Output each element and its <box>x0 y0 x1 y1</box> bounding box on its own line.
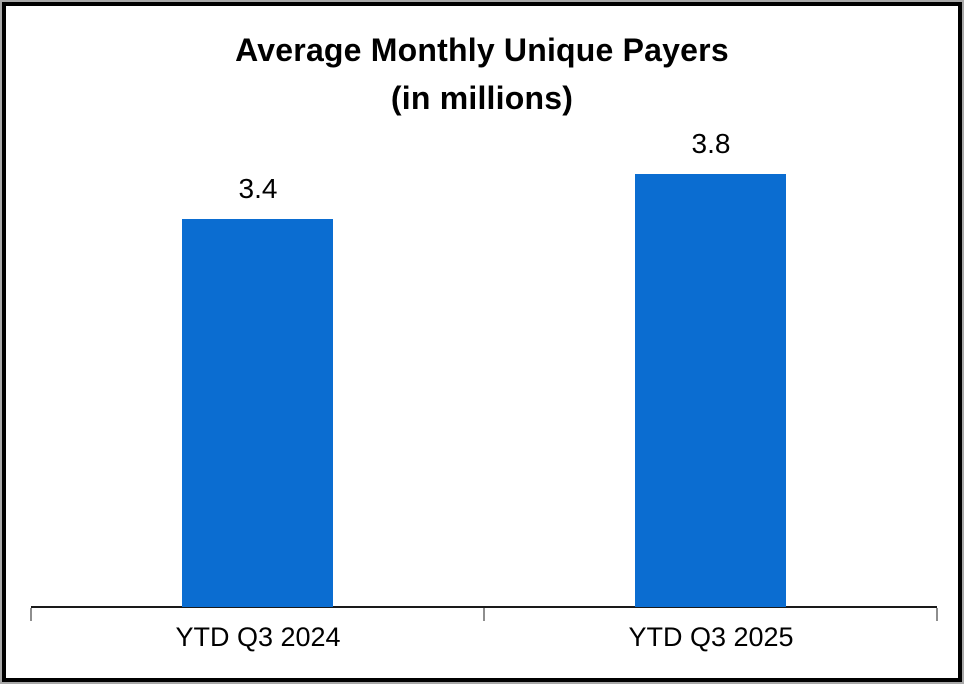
bar-value-label: 3.4 <box>238 173 278 204</box>
chart-title-line2: (in millions) <box>390 80 574 116</box>
bar-value-label: 3.8 <box>691 128 731 159</box>
bar <box>182 219 333 607</box>
x-axis-tick <box>483 608 485 621</box>
x-axis-tick <box>30 608 32 621</box>
x-axis-category-label: YTD Q3 2025 <box>628 622 794 652</box>
x-axis-category-label: YTD Q3 2024 <box>175 622 341 652</box>
chart-title-line1: Average Monthly Unique Payers <box>235 32 729 68</box>
x-axis-line <box>31 606 937 608</box>
chart-title: Average Monthly Unique Payers (in millio… <box>2 26 962 122</box>
x-axis-tick <box>936 608 938 621</box>
bar <box>635 174 786 607</box>
